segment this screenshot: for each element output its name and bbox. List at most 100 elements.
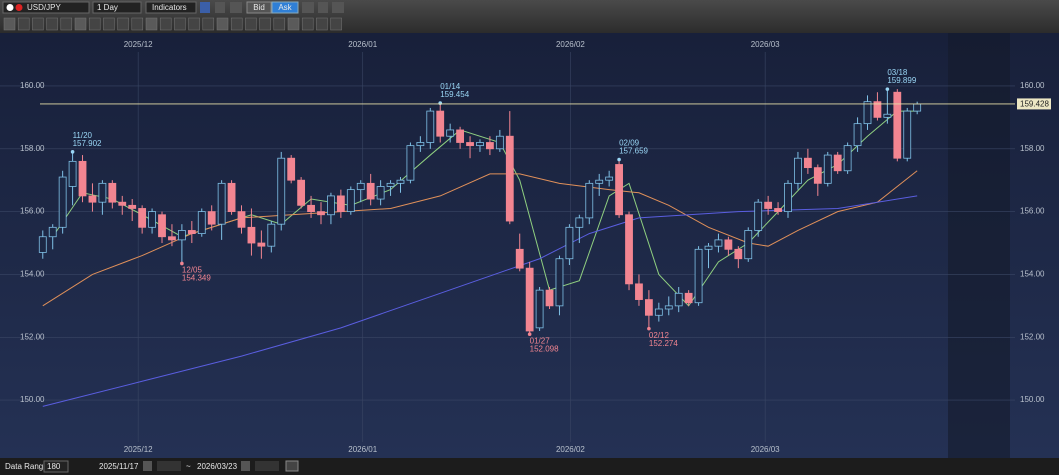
annotation-date: 01/27 — [530, 336, 551, 345]
indicators-select[interactable] — [145, 1, 197, 14]
candle-body — [744, 230, 753, 260]
candle-body — [78, 160, 87, 197]
candle-body — [625, 214, 633, 285]
candle-body — [88, 195, 97, 203]
tool-icon[interactable] — [245, 17, 257, 31]
tool-icon[interactable] — [302, 2, 314, 13]
candle-body — [545, 289, 554, 307]
annotation-value: 152.098 — [530, 344, 559, 353]
count-select[interactable] — [43, 460, 69, 473]
tool-icon[interactable] — [3, 17, 16, 31]
apply-button[interactable] — [285, 460, 299, 472]
tool-icon[interactable] — [318, 2, 328, 13]
tool-icon[interactable] — [188, 17, 200, 31]
candle-body — [118, 201, 127, 206]
indicators: Indicators — [152, 3, 187, 12]
extreme-marker — [885, 87, 890, 91]
tool-icon[interactable] — [17, 17, 30, 31]
candle-body — [644, 299, 653, 316]
annotation-value: 157.659 — [619, 147, 648, 156]
extreme-marker — [70, 150, 75, 154]
tool-icon[interactable] — [216, 17, 229, 31]
tool-icon[interactable] — [273, 17, 286, 31]
tool-icon[interactable] — [215, 2, 225, 13]
calendar-icon[interactable] — [143, 461, 152, 471]
candle-body — [48, 226, 57, 238]
tool-icon[interactable] — [74, 17, 87, 31]
tool-icon[interactable] — [32, 17, 44, 31]
candle-body — [38, 236, 47, 253]
candle-body — [237, 211, 246, 228]
candle-body — [734, 248, 743, 260]
tool-icon[interactable] — [60, 17, 73, 31]
candle-body — [336, 195, 345, 213]
candle-body — [565, 226, 574, 260]
tool-icon[interactable] — [316, 17, 328, 31]
candle-body — [476, 142, 484, 147]
tool-icon[interactable] — [174, 17, 186, 31]
y-tick-label: 156.00 — [20, 207, 45, 216]
y-tick-label: 160.00 — [1020, 81, 1045, 90]
data-range-label: Data Range: — [5, 462, 50, 471]
candle-body — [843, 145, 852, 172]
candle-body — [774, 208, 782, 213]
candle-body — [873, 101, 882, 118]
toolbar-row-1: USD/JPY 1 Day Indicators Bid Ask — [2, 1, 344, 14]
annotation-value: 159.454 — [440, 90, 469, 99]
tool-icon[interactable] — [202, 17, 215, 31]
candle-body — [893, 91, 902, 159]
candle-body — [327, 195, 335, 216]
tool-icon[interactable] — [200, 2, 210, 13]
y-tick-label: 150.00 — [20, 395, 45, 404]
time-field[interactable] — [157, 461, 181, 471]
candle-body — [138, 208, 147, 228]
candle-body — [704, 245, 713, 250]
tool-icon[interactable] — [145, 17, 158, 31]
tool-icon[interactable] — [88, 17, 101, 31]
candle-body — [128, 204, 137, 209]
tool-icon[interactable] — [301, 17, 314, 31]
candle-body — [227, 182, 236, 213]
tool-icon[interactable] — [259, 17, 271, 31]
candle-body — [674, 292, 683, 307]
margin-band — [948, 33, 1010, 458]
tool-icon[interactable] — [332, 2, 344, 13]
candle-body — [635, 283, 643, 300]
candle-body — [456, 129, 465, 143]
candle-body — [664, 305, 673, 310]
tool-icon[interactable] — [230, 2, 242, 13]
tool-icon[interactable] — [46, 17, 58, 31]
time-field[interactable] — [255, 461, 279, 471]
candle-body — [376, 186, 385, 200]
candle-body — [595, 179, 604, 184]
annotation-date: 02/09 — [619, 139, 640, 148]
ask-button[interactable] — [271, 1, 299, 14]
bid-button[interactable] — [246, 1, 272, 14]
candle-body — [505, 135, 514, 222]
end-date: 2026/03/23 — [197, 462, 238, 471]
y-tick-label: 158.00 — [1020, 144, 1045, 153]
candle-body — [158, 214, 166, 238]
tool-icon[interactable] — [103, 17, 115, 31]
candle-body — [267, 223, 276, 247]
candle-body — [58, 176, 67, 228]
tool-icon[interactable] — [117, 17, 129, 31]
candle-body — [217, 182, 226, 225]
annotation-date: 01/14 — [440, 82, 461, 91]
candle-body — [585, 182, 594, 219]
calendar-icon[interactable] — [241, 461, 250, 471]
candle-body — [784, 182, 792, 213]
candle-body — [883, 113, 892, 118]
candle-body — [466, 142, 474, 147]
tool-icon[interactable] — [131, 17, 144, 31]
tool-icon[interactable] — [330, 17, 342, 31]
candle-body — [913, 103, 922, 112]
annotation-date: 12/05 — [182, 266, 203, 275]
candle-body — [346, 189, 355, 213]
symbol-select[interactable] — [2, 1, 90, 14]
tool-icon[interactable] — [159, 17, 172, 31]
period-select[interactable] — [92, 1, 142, 14]
x-tick-label: 2025/12 — [124, 40, 153, 49]
tool-icon[interactable] — [230, 17, 243, 31]
tool-icon[interactable] — [287, 17, 300, 31]
